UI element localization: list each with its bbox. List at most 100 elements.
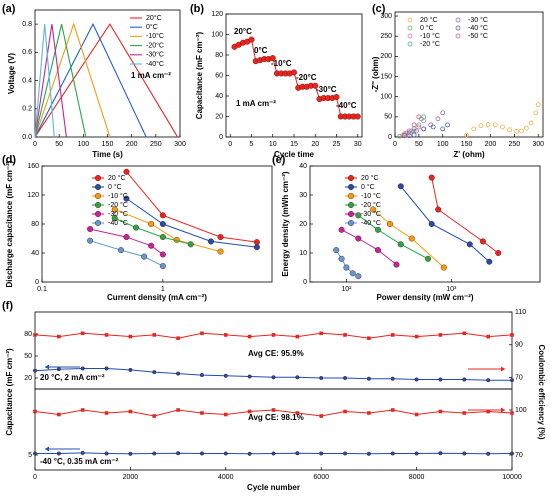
marker — [57, 334, 61, 339]
marker — [269, 55, 276, 62]
marker — [104, 411, 109, 415]
marker — [390, 451, 395, 456]
marker — [343, 333, 347, 337]
x-tick-label: 300 — [174, 141, 186, 148]
y2-tick-label: 70 — [515, 452, 523, 459]
marker — [141, 253, 148, 260]
series-line — [89, 228, 164, 255]
marker — [435, 116, 441, 122]
arrow-head — [501, 366, 505, 372]
marker — [159, 263, 166, 270]
x-tick-label: 10³ — [446, 286, 457, 293]
marker — [348, 219, 355, 226]
annotation: -40 °C, 0.35 mA cm⁻² — [40, 457, 119, 466]
marker — [411, 122, 417, 128]
marker — [510, 451, 515, 456]
marker — [466, 241, 473, 248]
legend-label: -30 °C — [108, 210, 128, 218]
arrow-head — [45, 446, 49, 452]
marker — [407, 25, 413, 31]
annotation: 0°C — [254, 46, 268, 55]
y-tick-label: 0.8 — [22, 21, 32, 28]
y-tick-label: 50 — [24, 353, 32, 360]
marker — [428, 174, 435, 181]
marker — [33, 368, 38, 373]
marker — [406, 133, 412, 139]
series-line — [431, 177, 499, 254]
marker — [455, 17, 461, 23]
y-tick-label: 20 — [215, 113, 223, 120]
marker — [416, 124, 422, 130]
annotation: -20°C — [296, 73, 317, 82]
marker — [440, 264, 447, 271]
marker — [33, 451, 38, 456]
y-axis-label: Capacitance (mF cm⁻²) — [195, 31, 204, 119]
y-tick-label: 200 — [380, 53, 392, 60]
series-line — [126, 171, 257, 243]
y-tick-label: 0 — [303, 279, 307, 286]
marker — [56, 367, 61, 372]
annotation: 20°C — [234, 27, 252, 36]
marker — [519, 128, 524, 134]
marker — [421, 126, 426, 132]
legend-label: 0 °C — [420, 24, 434, 32]
x-tick-label: 6000 — [313, 474, 329, 481]
marker — [407, 17, 413, 23]
x-tick-label: 4000 — [218, 474, 234, 481]
x-tick-label: 8000 — [409, 474, 425, 481]
panel-label: (d) — [2, 154, 16, 166]
annotation: 1 mA cm⁻² — [236, 99, 276, 108]
y-tick-label: 100 — [380, 94, 392, 101]
series-line — [114, 217, 191, 245]
marker — [393, 261, 400, 268]
marker — [438, 333, 443, 337]
marker — [319, 376, 324, 381]
legend-label: 0 °C — [361, 183, 375, 191]
marker — [295, 411, 300, 415]
marker — [486, 334, 490, 339]
y2-tick-label: 90 — [515, 342, 523, 349]
y-tick-label: 0.2 — [22, 106, 32, 113]
marker — [486, 258, 493, 265]
marker — [510, 411, 514, 415]
x-tick-label: 250 — [509, 141, 521, 148]
marker — [440, 110, 446, 116]
x-tick-label: 300 — [532, 141, 544, 148]
legend-label: -20 °C — [361, 201, 381, 209]
marker — [117, 247, 124, 254]
marker — [152, 451, 157, 456]
marker — [80, 450, 85, 455]
marker — [485, 122, 491, 127]
marker — [128, 409, 133, 414]
y-tick-label: 60 — [215, 72, 223, 79]
marker — [510, 378, 515, 383]
marker — [123, 234, 130, 241]
series-line — [126, 198, 257, 248]
plot-frame — [394, 11, 544, 138]
series-line — [34, 22, 147, 138]
marker — [355, 235, 362, 242]
legend-label: 20 °C — [108, 174, 126, 182]
marker — [295, 375, 300, 380]
arrow-head — [501, 407, 505, 413]
y-axis-label: Capacitance (mF cm⁻²) — [5, 348, 14, 436]
marker — [176, 371, 181, 376]
marker — [80, 331, 85, 336]
marker — [348, 192, 355, 199]
y-tick-label: 0 — [388, 134, 392, 141]
marker — [349, 270, 356, 277]
marker — [370, 206, 377, 213]
marker — [440, 126, 446, 132]
marker — [271, 375, 276, 380]
y-axis-label: -Z'' (ohm) — [371, 56, 380, 92]
marker — [407, 33, 413, 39]
legend-label: 0 °C — [108, 183, 122, 191]
x-tick-label: 0 — [33, 141, 37, 148]
y-tick-label: 20 — [299, 221, 307, 228]
y-tick-label: 10 — [299, 250, 307, 257]
marker — [408, 235, 415, 242]
series-line — [341, 229, 397, 265]
marker — [133, 224, 140, 231]
marker — [223, 373, 228, 378]
marker — [295, 334, 300, 339]
